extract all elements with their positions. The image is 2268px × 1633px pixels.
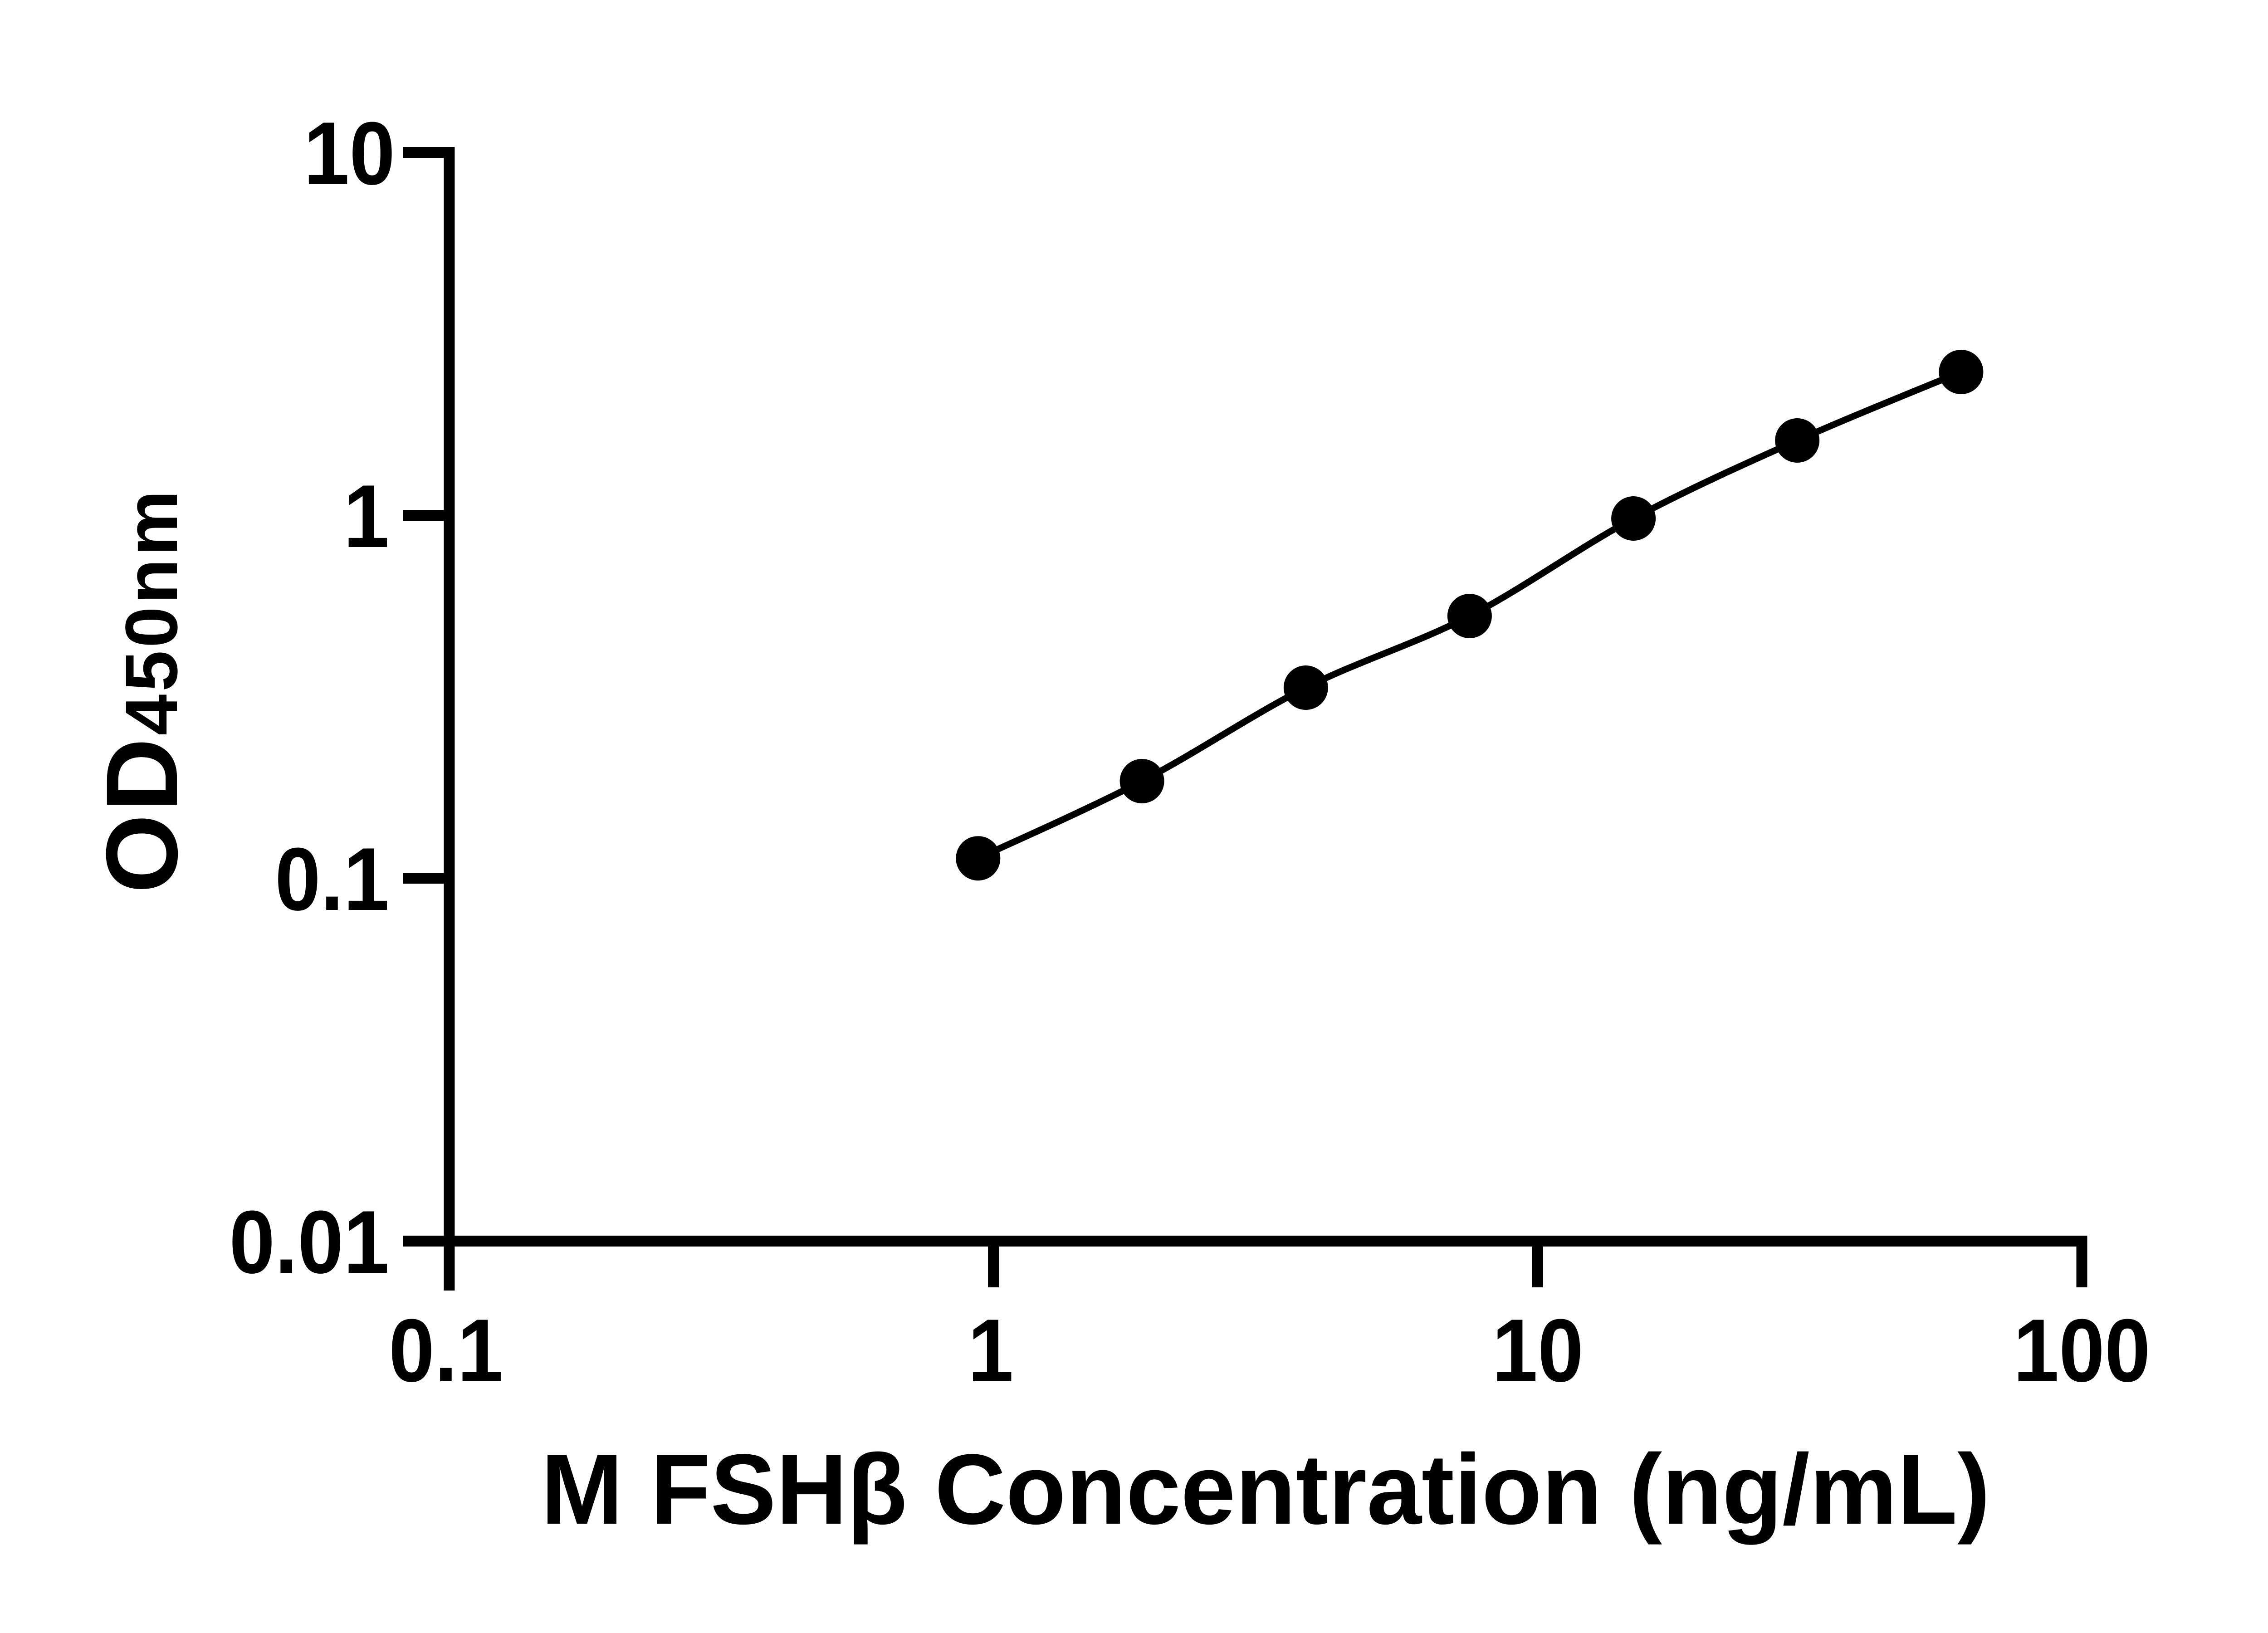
svg-text:1: 1 xyxy=(968,1301,1014,1401)
svg-text:0.01: 0.01 xyxy=(229,1193,389,1292)
svg-text:M FSHβ Concentration (ng/mL): M FSHβ Concentration (ng/mL) xyxy=(541,1434,1990,1545)
svg-text:0.1: 0.1 xyxy=(275,830,389,929)
svg-text:10: 10 xyxy=(303,104,395,204)
svg-text:0.1: 0.1 xyxy=(389,1301,503,1401)
svg-text:OD450nm: OD450nm xyxy=(85,488,199,893)
svg-text:10: 10 xyxy=(1492,1301,1584,1401)
svg-text:1: 1 xyxy=(343,467,389,567)
svg-text:100: 100 xyxy=(2013,1301,2150,1401)
